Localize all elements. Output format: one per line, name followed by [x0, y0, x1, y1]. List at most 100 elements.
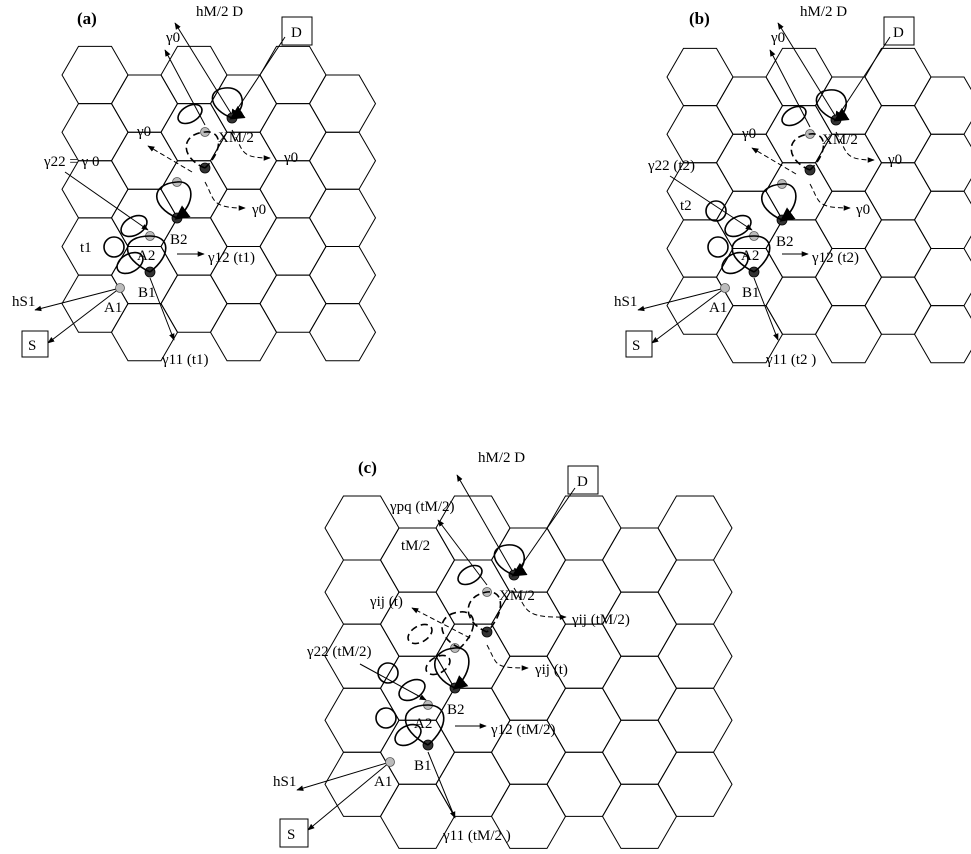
- d-link-arrow: [231, 36, 286, 119]
- hex-cell: [546, 495, 622, 561]
- node-a1-label: A1: [104, 300, 122, 316]
- h-dst-arrow: [174, 22, 233, 116]
- destination-box: [281, 16, 313, 46]
- gamma0-right-mid-arrow: [204, 181, 246, 211]
- node-b2-label: B2: [170, 232, 188, 248]
- node-b1-label: B1: [414, 758, 432, 774]
- hex-cell: [657, 687, 733, 753]
- hex-cell: [490, 527, 567, 593]
- hex-cell: [864, 47, 932, 107]
- h-src-label: hS1: [12, 294, 35, 310]
- loop-c1: [116, 251, 144, 275]
- hex-cell: [864, 219, 932, 278]
- hex-cell: [209, 74, 278, 133]
- hex-cell: [160, 160, 228, 219]
- loop-a2b2: [156, 181, 192, 220]
- destination-box: [567, 465, 599, 495]
- gamma-ij-right-mid-arrow: [486, 644, 529, 671]
- gamma0-top: γ0: [165, 30, 180, 46]
- loop-c3: [177, 103, 203, 125]
- loop-c3: [781, 105, 807, 127]
- h-dst-label: hM/2 D: [196, 4, 243, 20]
- gamma12-label: γ12 (t2): [811, 250, 859, 266]
- hex-cell: [308, 188, 377, 247]
- t2-label: t2: [680, 198, 692, 214]
- hex-cell: [657, 559, 733, 625]
- h-dst-arrow: [456, 474, 515, 575]
- gamma11-arrow: [753, 277, 779, 341]
- hex-cell: [715, 133, 784, 192]
- hex-cell: [259, 160, 327, 219]
- hex-cell: [61, 217, 129, 276]
- node-a2-label: A2: [414, 716, 432, 732]
- gamma-ij-left: γij (t): [369, 594, 403, 610]
- hex-cell: [546, 687, 622, 753]
- gamma0-top-arrow: [769, 49, 811, 128]
- node-a1-label: A1: [374, 774, 392, 790]
- destination-label: D: [893, 25, 904, 41]
- loop-idle-1: [375, 707, 397, 729]
- gamma0-top-arrow: [164, 49, 206, 126]
- gamma-ij-right-top-arrow: [513, 587, 567, 620]
- loop-a1b1: [404, 704, 445, 746]
- gamma11-arrow: [149, 277, 175, 341]
- h-src-arrow: [637, 287, 726, 312]
- loop-dashed-1: [185, 131, 220, 169]
- d-link-arrow: [835, 36, 891, 121]
- gamma12-label: γ12 (t1): [207, 250, 255, 266]
- hex-cell: [666, 47, 734, 107]
- source-box: [625, 330, 653, 358]
- hex-cell: [259, 274, 327, 333]
- gamma0-right-top: γ0: [283, 150, 298, 166]
- panel-c-label: (c): [358, 458, 377, 477]
- hex-grid-b: [666, 47, 971, 364]
- hex-cell: [913, 190, 971, 249]
- h-src-label: hS1: [614, 294, 637, 310]
- hex-cell: [546, 751, 622, 817]
- gamma-pq-label: γpq (tM/2): [389, 499, 455, 515]
- gamma-ij-right-mid: γij (t): [534, 662, 568, 678]
- node-a1-label: A1: [709, 300, 727, 316]
- loop-dashed-c2: [407, 623, 433, 645]
- panel-a-label: (a): [77, 9, 97, 28]
- source-box: [21, 330, 49, 358]
- hex-cell: [324, 495, 400, 561]
- gamma0-right-top-arrow: [231, 129, 271, 161]
- hex-cell: [160, 274, 228, 333]
- gamma0-top: γ0: [770, 30, 785, 46]
- node-b2-label: B2: [776, 234, 794, 250]
- loop-idle-2: [705, 200, 727, 222]
- loop-dashed-2: [441, 611, 475, 649]
- h-src-label: hS1: [273, 774, 296, 790]
- s-link-arrow: [651, 287, 726, 344]
- hex-cell: [601, 527, 678, 593]
- gamma0-left-arrow: [147, 145, 193, 173]
- hex-cell: [864, 276, 932, 335]
- h-src-arrow: [34, 287, 121, 312]
- s-link-arrow: [47, 287, 121, 344]
- gamma0-right-mid-arrow: [809, 183, 851, 211]
- hex-cell: [765, 276, 833, 335]
- loop-a2b2: [761, 183, 797, 222]
- source-label: S: [287, 827, 295, 843]
- hex-cell: [110, 131, 179, 190]
- loop-c2: [120, 214, 148, 238]
- t1-label: t1: [80, 240, 92, 256]
- loop-idle-1: [707, 236, 729, 258]
- hex-cell: [160, 45, 228, 105]
- h-dst-label: hM/2 D: [478, 450, 525, 466]
- gamma0-left-arrow: [751, 147, 797, 175]
- hex-cell: [601, 783, 678, 849]
- hex-cell: [435, 687, 511, 753]
- gamma0-left: γ0: [136, 124, 151, 140]
- hex-cell: [666, 219, 734, 278]
- node-b1-label: B1: [138, 285, 156, 301]
- loop-a1b1: [126, 235, 167, 273]
- gamma11-arrow: [427, 751, 456, 819]
- node-xm2-label: XM/2: [499, 588, 535, 604]
- loop-idle-1: [103, 236, 125, 258]
- hex-cell: [715, 190, 784, 249]
- gamma12-label: γ12 (tM/2): [490, 722, 556, 738]
- hex-cell: [308, 74, 377, 133]
